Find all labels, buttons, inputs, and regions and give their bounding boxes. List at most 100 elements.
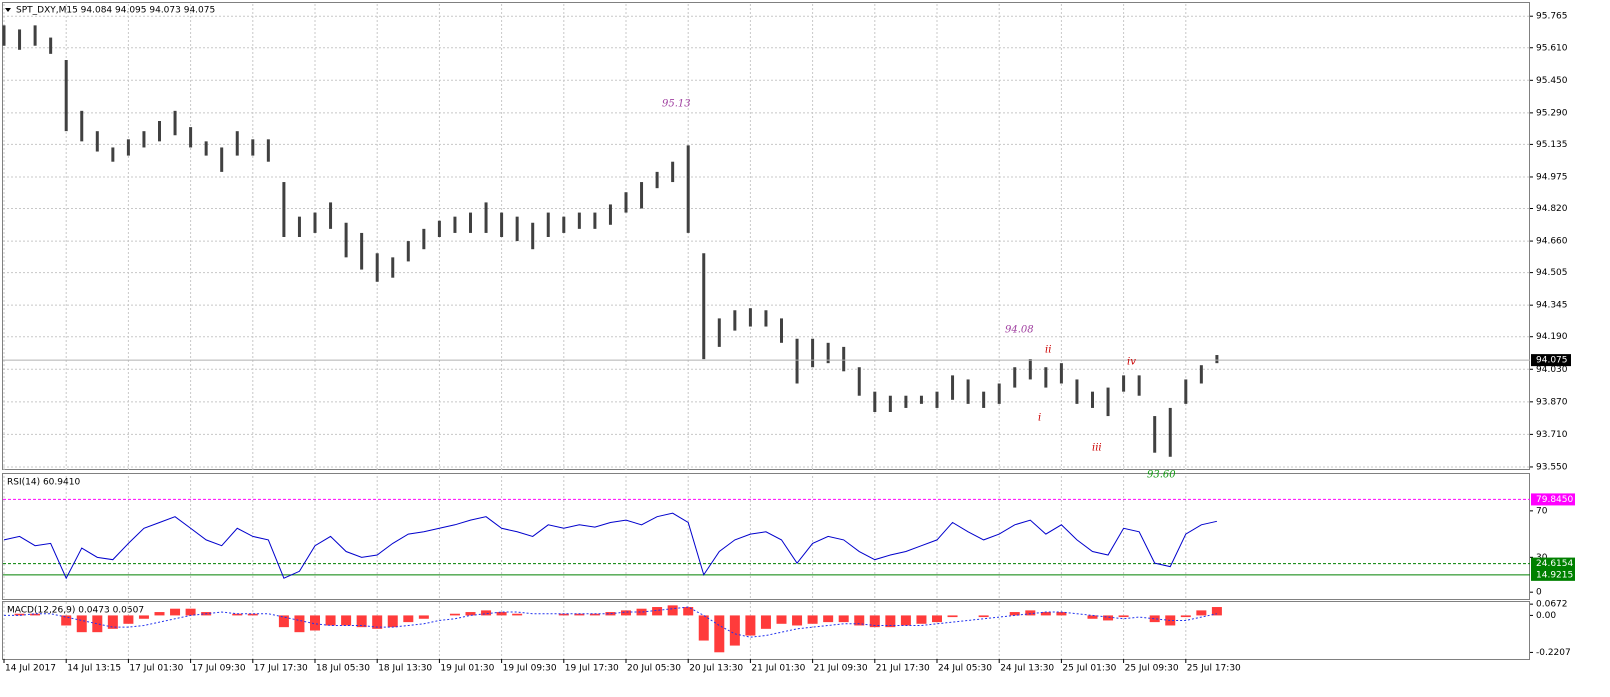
level-tag [1531,557,1575,570]
annotation: iii [1092,443,1102,454]
x-tick-label: 24 Jul 13:30 [1000,664,1054,674]
x-tick-label: 20 Jul 13:30 [689,664,743,674]
macd-bar [76,615,87,633]
macd-bar [900,615,911,626]
macd-bar [932,615,942,623]
macd-bar [854,615,865,626]
macd-bar [760,615,771,629]
x-tick-label: 18 Jul 05:30 [316,664,370,674]
level-tag [1531,568,1575,581]
macd-bar [356,615,367,628]
macd-bar [1165,615,1176,626]
y-tick-label: 94.190 [1536,332,1568,342]
macd-bar [869,615,880,628]
y-tick-label: 94.660 [1536,237,1568,247]
macd-bar [621,610,631,616]
y-tick-label: 0.00 [1536,611,1556,621]
macd-bar [947,615,958,618]
x-tick-label: 25 Jul 09:30 [1125,664,1179,674]
macd-bar [341,615,352,626]
y-tick-label: 94.975 [1536,172,1568,182]
macd-bar [558,613,569,616]
macd-bar [1087,615,1098,619]
level-label: 14.9215 [1536,570,1573,580]
macd-bar [885,615,896,628]
x-tick-label: 19 Jul 17:30 [565,664,619,674]
macd-bar [496,612,507,616]
macd-bar [667,605,678,616]
x-tick-label: 14 Jul 2017 [5,664,56,674]
signal-line [4,606,1218,638]
macd-bar [714,615,725,653]
macd-bar [683,607,694,616]
macd-bar [247,613,258,616]
macd-bar [138,615,149,619]
macd-bar [776,615,787,624]
macd-bar [1211,607,1222,616]
y-tick-label: 93.550 [1536,462,1568,472]
x-tick-label: 25 Jul 17:30 [1187,664,1241,674]
level-label: 79.8450 [1536,495,1573,505]
x-tick-label: 24 Jul 05:30 [938,664,992,674]
macd-bar [481,610,492,616]
macd-bar [636,608,647,616]
macd-bar [729,615,740,646]
macd-bar [294,615,305,633]
annotation: 94.08 [1005,325,1034,336]
y-tick-label: -0.2207 [1536,648,1571,658]
macd-bar [1103,615,1114,621]
y-tick-label: 94.820 [1536,204,1568,214]
macd-bar [916,615,927,624]
macd-bar [512,613,523,616]
macd-bar [123,615,134,624]
macd-frame [2,601,1530,660]
x-tick-label: 17 Jul 09:30 [192,664,246,674]
y-tick-label: 0 [1536,588,1542,598]
macd-bar [792,615,803,626]
y-tick-label: 95.765 [1536,12,1568,22]
x-tick-label: 14 Jul 13:15 [67,664,121,674]
macd-bar [61,615,72,626]
macd-bar [30,613,41,616]
level-label: 24.6154 [1536,559,1573,569]
macd-bar [154,612,165,616]
annotation: 93.60 [1147,470,1176,481]
macd-bar [14,613,25,616]
x-tick-label: 21 Jul 09:30 [814,664,868,674]
macd-bar [278,615,289,628]
x-tick-label: 21 Jul 01:30 [751,664,805,674]
x-tick-label: 20 Jul 05:30 [627,664,681,674]
macd-bar [92,615,103,633]
y-tick-label: 95.290 [1536,108,1568,118]
macd-bar [1196,610,1207,616]
x-tick-label: 19 Jul 09:30 [503,664,557,674]
macd-bar [1025,610,1036,616]
y-tick-label: 94.030 [1536,365,1568,375]
macd-bar [325,615,336,626]
macd-bar [652,607,663,616]
x-tick-label: 25 Jul 01:30 [1062,664,1116,674]
y-tick-label: 95.450 [1536,76,1568,86]
annotation: 95.13 [662,99,691,110]
y-tick-label: 70 [1536,506,1548,516]
rsi-title: RSI(14) 60.9410 [7,478,80,488]
y-tick-label: 94.505 [1536,268,1568,278]
macd-bar [232,613,243,616]
y-tick-label: 94.345 [1536,301,1568,311]
rsi-line [3,512,1218,580]
macd-bar [418,615,429,619]
macd-bar [978,615,989,618]
macd-bar [170,608,181,616]
macd-bar [574,613,585,616]
y-tick-label: 93.710 [1536,430,1568,440]
annotation: iv [1127,357,1136,368]
price-frame [2,2,1530,470]
macd-bar [449,613,460,616]
macd-bar [465,612,476,616]
annotation: ii [1045,345,1051,356]
macd-bar [605,612,616,616]
y-tick-label: 93.870 [1536,397,1568,407]
